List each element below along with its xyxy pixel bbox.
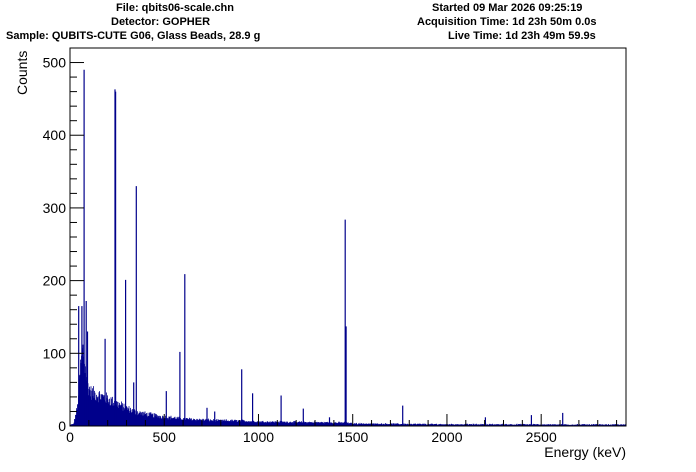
spectrum-continuum bbox=[69, 344, 627, 426]
live-time-label: Live Time: 1d 23h 49m 59.9s bbox=[448, 30, 596, 42]
detector-label: Detector: GOPHER bbox=[111, 16, 211, 28]
file-label: File: qbits06-scale.chn bbox=[116, 2, 234, 14]
y-tick-label: 100 bbox=[43, 345, 67, 361]
y-tick-label: 500 bbox=[43, 55, 67, 71]
x-axis-label: Energy (keV) bbox=[544, 444, 626, 460]
acquisition-time-label: Acquisition Time: 1d 23h 50m 0.0s bbox=[417, 16, 597, 28]
x-tick-label: 2500 bbox=[526, 429, 557, 445]
y-tick-label: 200 bbox=[43, 273, 67, 289]
x-tick-label: 2000 bbox=[431, 429, 462, 445]
x-tick-label: 1000 bbox=[243, 429, 274, 445]
started-label: Started 09 Mar 2026 09:25:19 bbox=[432, 2, 583, 14]
y-tick-label: 0 bbox=[58, 418, 66, 434]
x-tick-label: 1500 bbox=[337, 429, 368, 445]
plot-area bbox=[69, 69, 627, 426]
y-tick-label: 400 bbox=[43, 127, 67, 143]
x-tick-label: 0 bbox=[66, 429, 74, 445]
y-axis-label: Counts bbox=[14, 51, 30, 95]
y-tick-label: 300 bbox=[43, 200, 67, 216]
axes: 0 100 200 300 400 500 0 500 1000 1500 2000 2500 bbox=[43, 47, 627, 445]
plot-frame bbox=[69, 47, 627, 427]
x-tick-label: 500 bbox=[153, 429, 177, 445]
sample-label: Sample: QUBITS-CUTE G06, Glass Beads, 28… bbox=[6, 30, 261, 42]
